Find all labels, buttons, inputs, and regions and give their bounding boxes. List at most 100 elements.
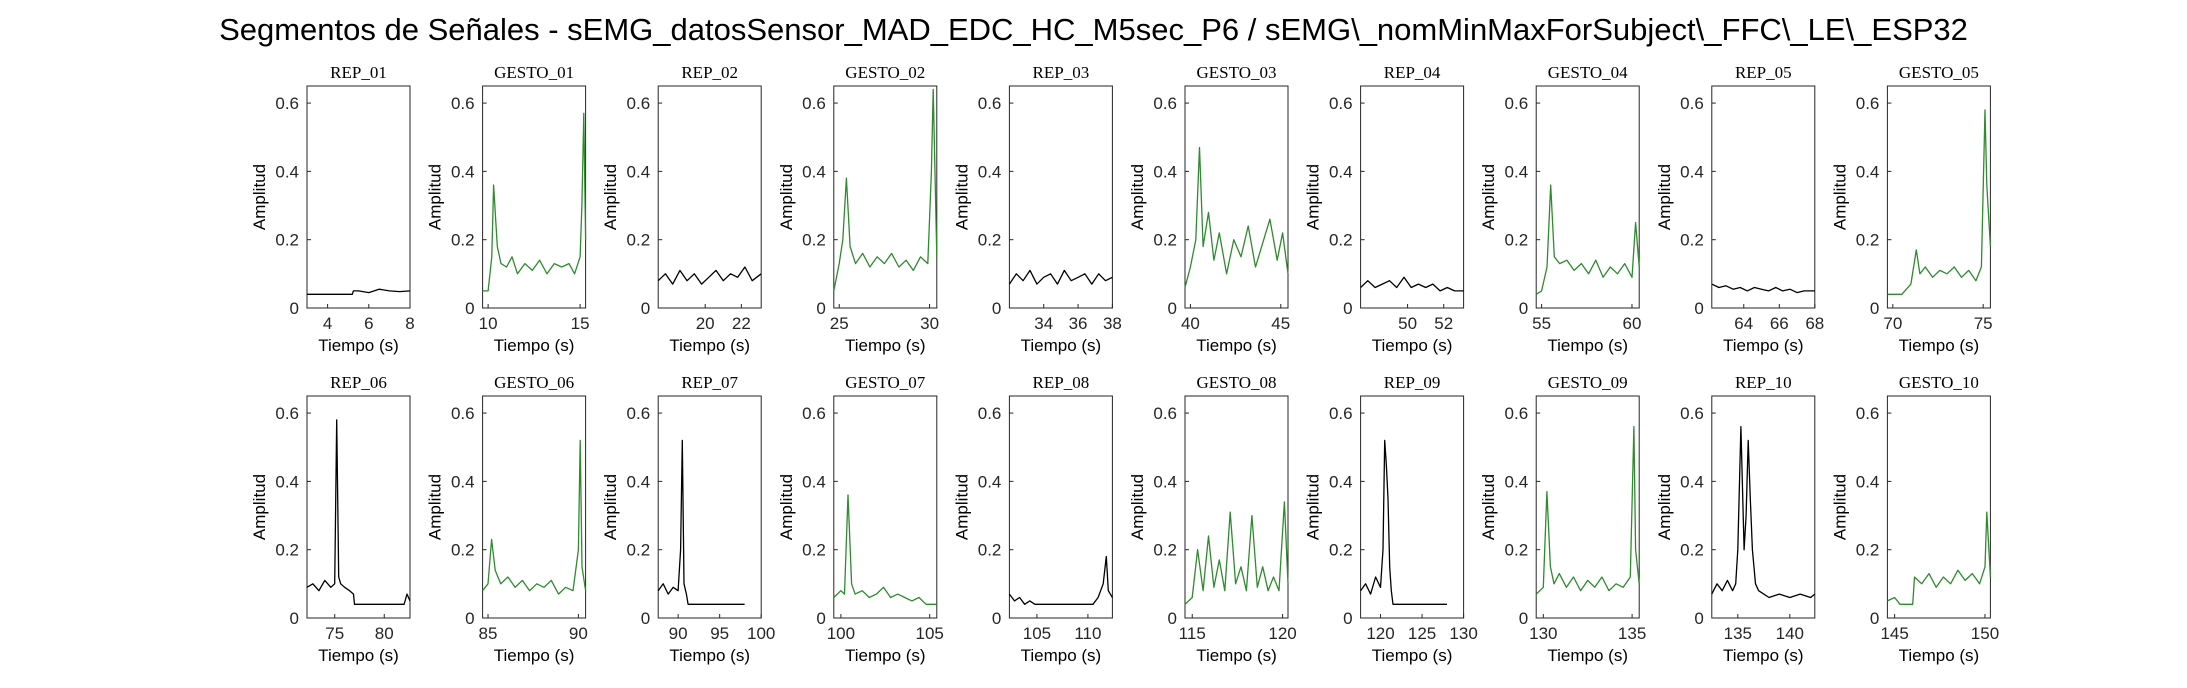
x-axis-label: Tiempo (s) (1021, 646, 1102, 665)
y-tick-label: 0.4 (1680, 162, 1704, 181)
plot-frame (306, 85, 411, 309)
y-tick-label: 0 (641, 609, 650, 628)
subplot-title: GESTO_03 (1197, 63, 1277, 82)
y-axis-label: Amplitud (1830, 474, 1849, 540)
x-tick-label: 95 (710, 624, 729, 643)
y-tick-label: 0.4 (1329, 162, 1353, 181)
x-tick-label: 68 (1805, 314, 1824, 333)
x-tick-label: 4 (323, 314, 332, 333)
subplot-rep-09: 0 0.2 0.4 0.6 120 125 130 REP_09 Tiempo (s) Ampli… (1304, 373, 1478, 665)
plot-frame (1711, 395, 1816, 619)
x-tick-label: 38 (1103, 314, 1122, 333)
y-axis-label: Amplitud (250, 474, 269, 540)
x-tick-label: 75 (1974, 314, 1993, 333)
plot-frame (1360, 395, 1465, 619)
signal-line (1887, 109, 1992, 295)
y-tick-label: 0 (290, 609, 299, 628)
plot-frame (833, 395, 938, 619)
y-tick-label: 0.2 (275, 541, 299, 560)
y-tick-label: 0.6 (275, 94, 299, 113)
signal-line (1711, 283, 1815, 294)
subplot-title: GESTO_02 (845, 63, 925, 82)
y-tick-label: 0.4 (275, 162, 299, 181)
y-tick-label: 0 (992, 609, 1001, 628)
subplot-title: REP_02 (681, 63, 738, 82)
subplot-title: GESTO_09 (1548, 373, 1628, 392)
figure-title: Segmentos de Señales - sEMG_datosSensor_… (219, 12, 1968, 47)
x-tick-label: 110 (1074, 624, 1101, 643)
y-tick-label: 0.2 (1856, 231, 1880, 250)
x-tick-label: 120 (1366, 624, 1394, 643)
x-tick-label: 25 (830, 314, 849, 333)
subplot-title: REP_08 (1033, 373, 1090, 392)
y-tick-label: 0.4 (1505, 472, 1529, 491)
y-axis-label: Amplitud (952, 474, 971, 540)
signal-line (1008, 269, 1113, 285)
signal-line (307, 288, 411, 295)
y-tick-label: 0.6 (1680, 94, 1704, 113)
y-tick-label: 0.2 (1505, 541, 1529, 560)
y-tick-label: 0.4 (1856, 162, 1880, 181)
plot-frame (482, 85, 587, 309)
x-axis-label: Tiempo (s) (1899, 646, 1980, 665)
x-axis-label: Tiempo (s) (845, 646, 926, 665)
x-axis-label: Tiempo (s) (1547, 646, 1628, 665)
signal-line (833, 88, 938, 292)
y-tick-label: 0.6 (978, 94, 1002, 113)
subplot-title: REP_10 (1735, 373, 1792, 392)
y-tick-label: 0.2 (275, 231, 299, 250)
y-axis-label: Amplitud (1304, 164, 1323, 230)
y-tick-label: 0.2 (451, 541, 475, 560)
y-axis-label: Amplitud (426, 164, 445, 230)
y-tick-label: 0.4 (802, 162, 826, 181)
y-tick-label: 0 (816, 609, 825, 628)
subplot-title: GESTO_05 (1899, 63, 1979, 82)
x-tick-label: 85 (479, 624, 498, 643)
x-tick-label: 90 (569, 624, 588, 643)
x-tick-label: 105 (1023, 624, 1051, 643)
signal-line (1008, 555, 1113, 605)
subplot-title: REP_09 (1384, 373, 1441, 392)
subplot-rep-04: 0 0.2 0.4 0.6 50 52 REP_04 Tiempo (s) Amplitud (1304, 63, 1465, 355)
x-tick-label: 55 (1532, 314, 1551, 333)
subplot-title: REP_03 (1033, 63, 1090, 82)
y-tick-label: 0.2 (1153, 231, 1177, 250)
subplot-title: REP_05 (1735, 63, 1792, 82)
subplot-title: REP_04 (1384, 63, 1441, 82)
y-tick-label: 0.2 (451, 231, 475, 250)
plot-frame (1184, 395, 1289, 619)
x-tick-label: 150 (1971, 624, 1999, 643)
subplot-title: REP_06 (330, 373, 387, 392)
subplot-title: GESTO_08 (1197, 373, 1277, 392)
x-tick-label: 120 (1268, 624, 1296, 643)
y-tick-label: 0.6 (978, 404, 1002, 423)
y-tick-label: 0.6 (1153, 94, 1177, 113)
signal-line (482, 112, 587, 292)
subplot-rep-06: 0 0.2 0.4 0.6 75 80 REP_06 Tiempo (s) Amplitud (250, 373, 411, 665)
subplot-rep-02: 0 0.2 0.4 0.6 20 22 REP_02 Tiempo (s) Amplitud (601, 63, 762, 355)
plot-frame (1008, 395, 1113, 619)
subplot-gesto-07: 0 0.2 0.4 0.6 100 105 GESTO_07 Tiempo (s) Amplit… (777, 373, 944, 665)
x-tick-label: 52 (1434, 314, 1453, 333)
subplot-gesto-06: 0 0.2 0.4 0.6 85 90 GESTO_06 Tiempo (s) Amplitud (426, 373, 588, 665)
signal-line (482, 439, 587, 595)
x-axis-label: Tiempo (s) (1372, 336, 1453, 355)
x-tick-label: 6 (364, 314, 373, 333)
signal-line (1184, 501, 1289, 605)
signal-line (1360, 276, 1464, 292)
subplot-rep-10: 0 0.2 0.4 0.6 135 140 REP_10 Tiempo (s) Amplitud (1655, 373, 1816, 665)
y-axis-label: Amplitud (1830, 164, 1849, 230)
x-tick-label: 125 (1408, 624, 1436, 643)
plot-frame (1535, 85, 1640, 309)
y-tick-label: 0 (992, 299, 1001, 318)
plot-frame (657, 395, 762, 619)
y-tick-label: 0.2 (627, 541, 651, 560)
x-tick-label: 115 (1179, 624, 1206, 643)
y-tick-label: 0 (641, 299, 650, 318)
x-tick-label: 10 (479, 314, 498, 333)
y-tick-label: 0.4 (978, 472, 1002, 491)
y-tick-label: 0 (1870, 299, 1879, 318)
x-tick-label: 34 (1034, 314, 1053, 333)
y-tick-label: 0 (465, 299, 474, 318)
plot-frame (482, 395, 587, 619)
